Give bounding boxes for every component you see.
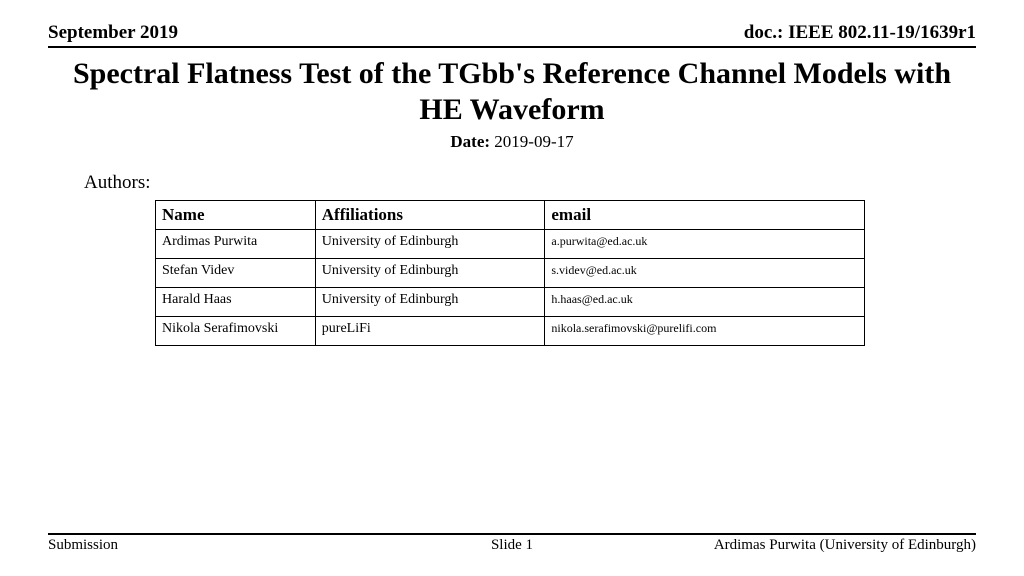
table-row: Harald Haas University of Edinburgh h.ha…	[156, 288, 865, 317]
table-row: Stefan Videv University of Edinburgh s.v…	[156, 259, 865, 288]
cell-aff: pureLiFi	[315, 317, 545, 346]
cell-name: Stefan Videv	[156, 259, 316, 288]
table-header-row: Name Affiliations email	[156, 201, 865, 230]
header-doc-id: doc.: IEEE 802.11-19/1639r1	[744, 22, 976, 44]
footer-left: Submission	[48, 537, 118, 554]
page-title: Spectral Flatness Test of the TGbb's Ref…	[48, 56, 976, 128]
col-header-email: email	[545, 201, 865, 230]
table-row: Nikola Serafimovski pureLiFi nikola.sera…	[156, 317, 865, 346]
col-header-affiliations: Affiliations	[315, 201, 545, 230]
header-date: September 2019	[48, 22, 178, 44]
cell-email: a.purwita@ed.ac.uk	[545, 230, 865, 259]
cell-email: h.haas@ed.ac.uk	[545, 288, 865, 317]
cell-aff: University of Edinburgh	[315, 259, 545, 288]
cell-name: Nikola Serafimovski	[156, 317, 316, 346]
date-line: Date: 2019-09-17	[48, 132, 976, 152]
footer-bar: Submission Slide 1 Ardimas Purwita (Univ…	[48, 533, 976, 554]
authors-table: Name Affiliations email Ardimas Purwita …	[155, 200, 865, 346]
cell-aff: University of Edinburgh	[315, 288, 545, 317]
table-row: Ardimas Purwita University of Edinburgh …	[156, 230, 865, 259]
cell-name: Ardimas Purwita	[156, 230, 316, 259]
header-bar: September 2019 doc.: IEEE 802.11-19/1639…	[48, 22, 976, 48]
cell-aff: University of Edinburgh	[315, 230, 545, 259]
date-label: Date:	[450, 132, 490, 151]
footer-right: Ardimas Purwita (University of Edinburgh…	[714, 537, 976, 554]
authors-label: Authors:	[84, 172, 151, 194]
col-header-name: Name	[156, 201, 316, 230]
cell-name: Harald Haas	[156, 288, 316, 317]
footer-center: Slide 1	[491, 537, 533, 554]
cell-email: nikola.serafimovski@purelifi.com	[545, 317, 865, 346]
cell-email: s.videv@ed.ac.uk	[545, 259, 865, 288]
date-value: 2019-09-17	[494, 132, 573, 151]
